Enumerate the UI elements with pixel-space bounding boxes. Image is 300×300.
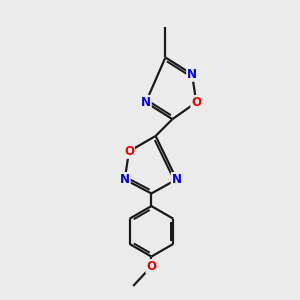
Text: O: O bbox=[191, 96, 201, 109]
Text: N: N bbox=[187, 68, 197, 81]
Text: O: O bbox=[146, 260, 156, 273]
Text: O: O bbox=[124, 145, 134, 158]
Text: N: N bbox=[141, 96, 151, 109]
Text: N: N bbox=[120, 173, 130, 186]
Text: N: N bbox=[172, 173, 182, 186]
